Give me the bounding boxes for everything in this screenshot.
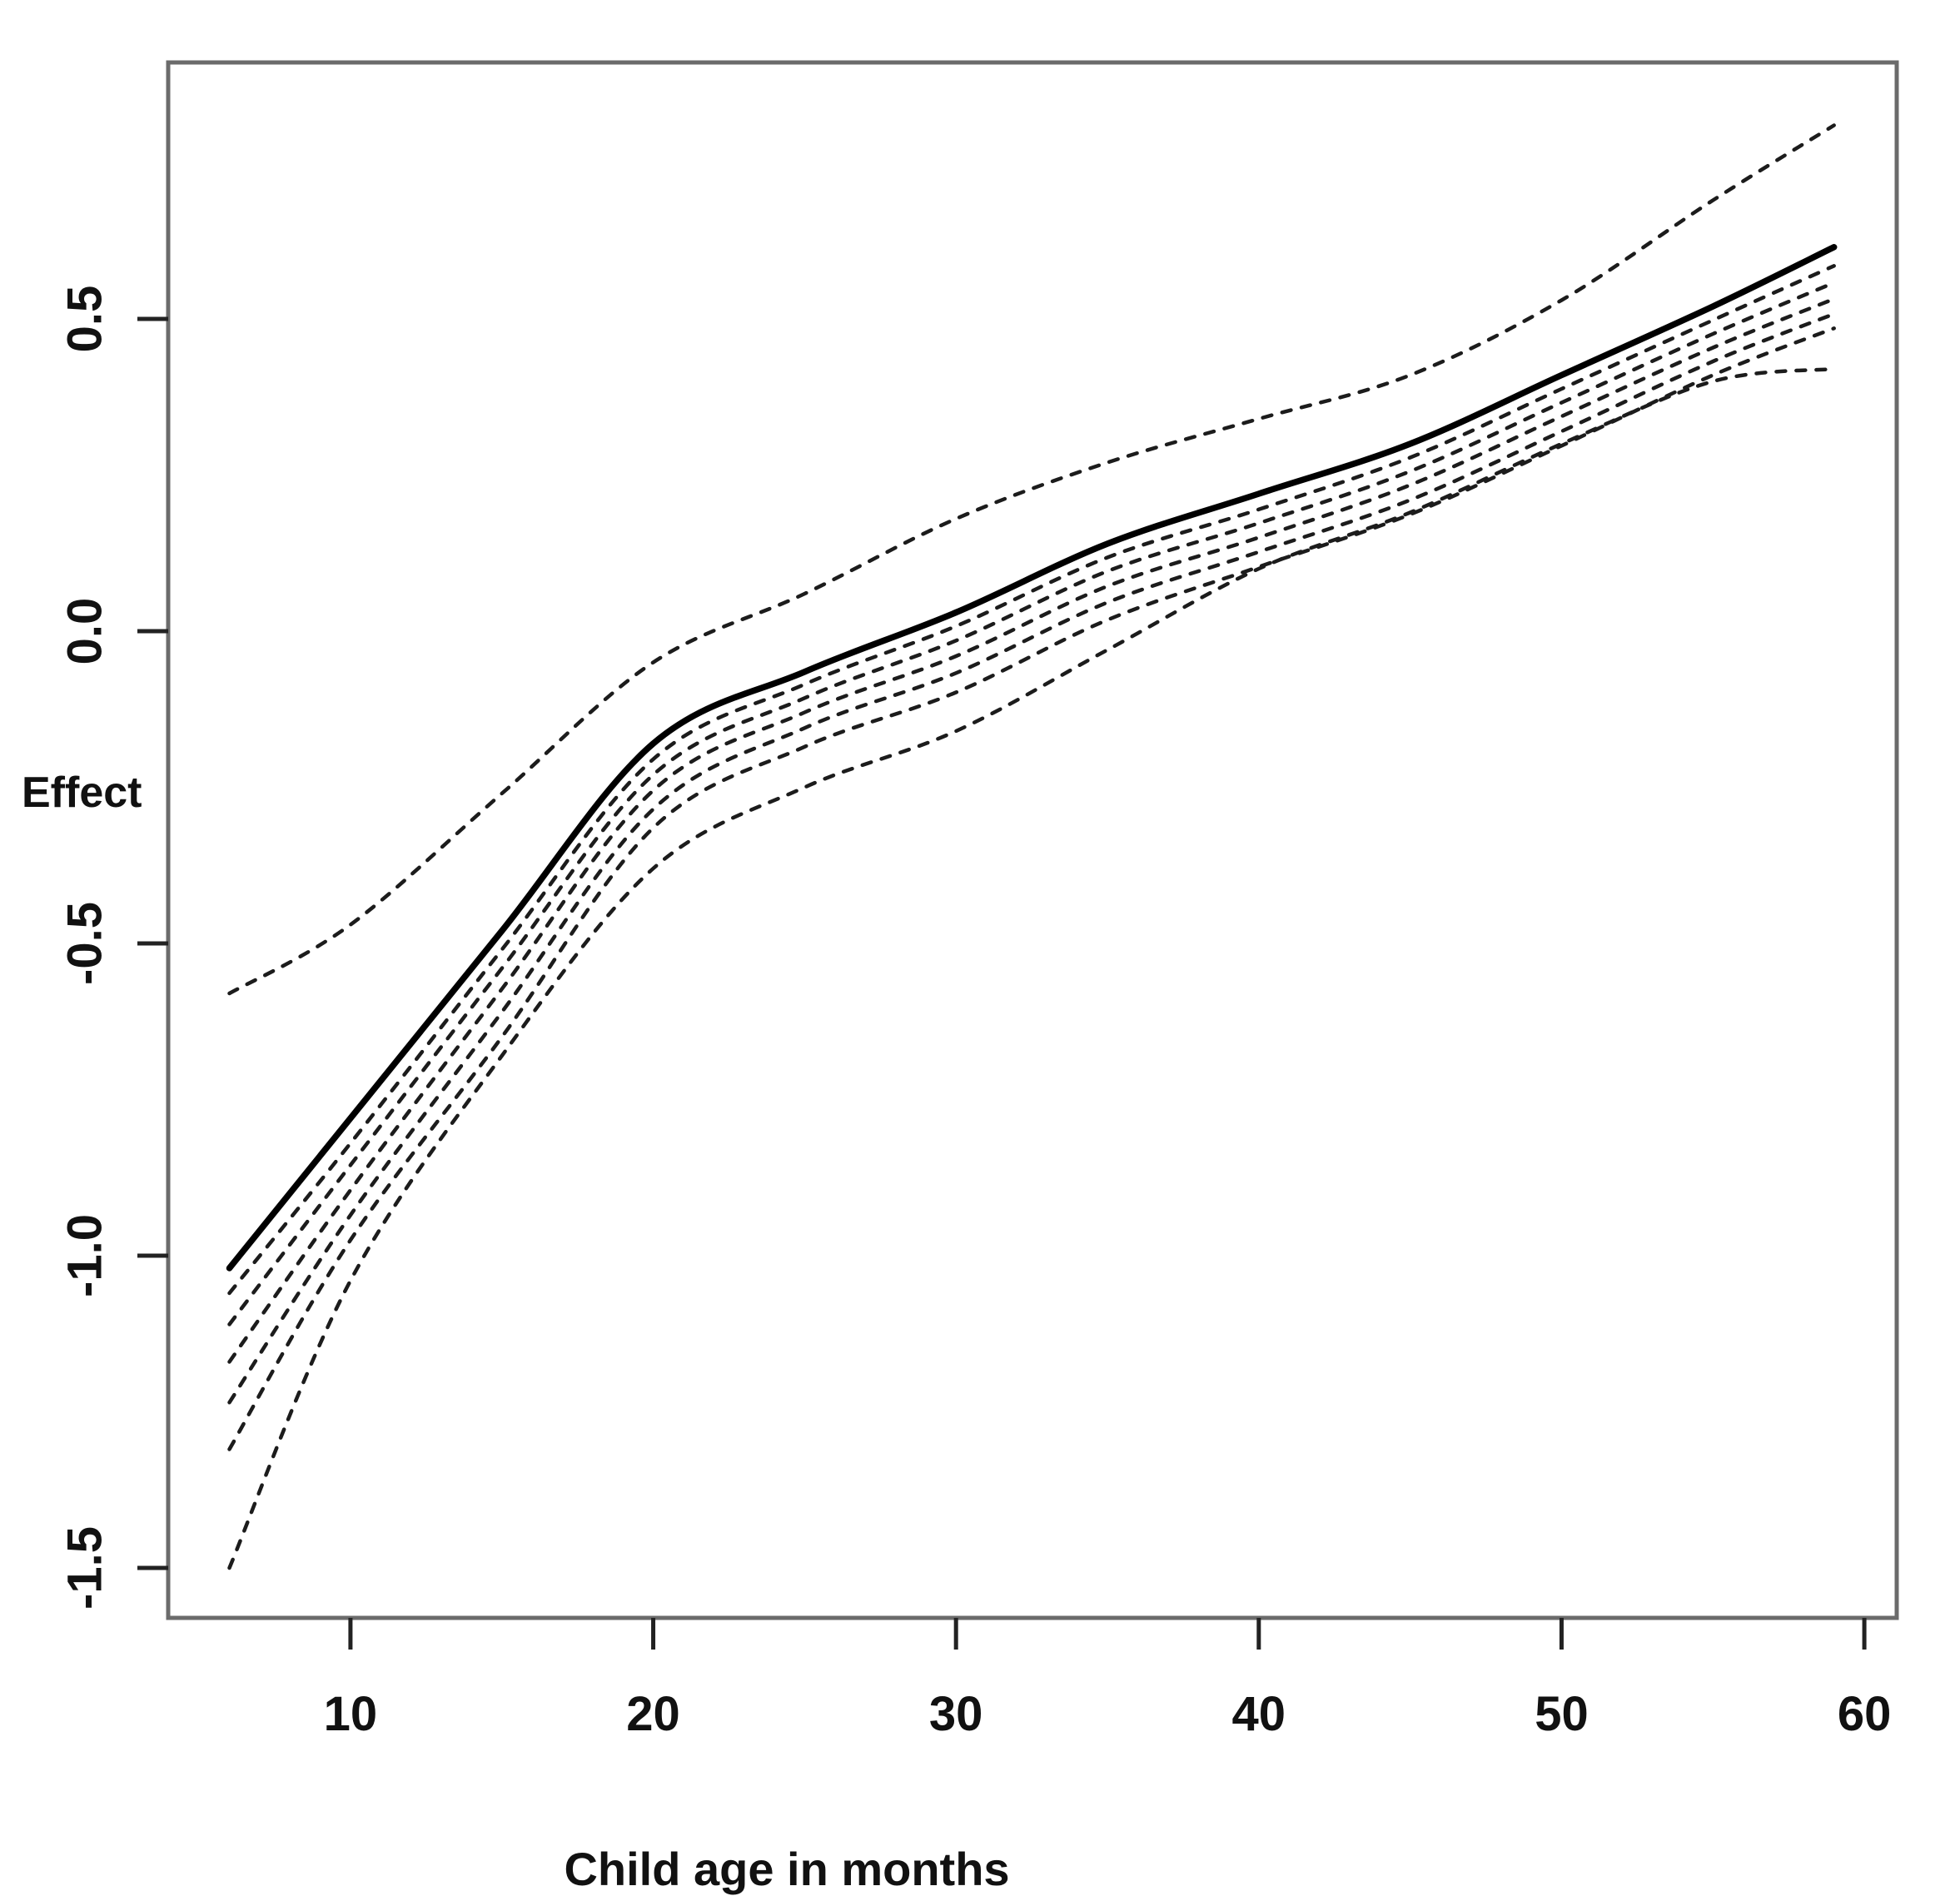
x-tick-label: 10	[324, 1687, 378, 1741]
y-axis-title: Effect	[22, 769, 142, 817]
x-axis-title: Child age in months	[564, 1843, 1010, 1895]
x-tick-label: 50	[1535, 1687, 1589, 1741]
series-imputation-5	[227, 326, 1836, 1451]
plot-box	[166, 60, 1899, 1620]
series-imputation-2	[227, 281, 1836, 1326]
series-estimate	[226, 244, 1838, 1271]
y-tick-label: -0.5	[58, 902, 112, 985]
x-tick-label: 40	[1232, 1687, 1286, 1741]
series-lower-ci	[227, 366, 1836, 1570]
series-imputation-3	[227, 296, 1836, 1364]
x-tick-label: 60	[1838, 1687, 1892, 1741]
x-tick-label: 20	[626, 1687, 680, 1741]
series-upper-ci	[227, 123, 1836, 996]
series-imputation-4	[227, 311, 1836, 1405]
x-tick-label: 30	[929, 1687, 983, 1741]
y-tick-label: 0.0	[58, 598, 112, 665]
y-tick-label: 0.5	[58, 286, 112, 353]
y-tick-label: -1.5	[58, 1526, 112, 1610]
y-tick-label: -1.0	[58, 1214, 112, 1297]
series-imputation-1	[227, 264, 1836, 1296]
